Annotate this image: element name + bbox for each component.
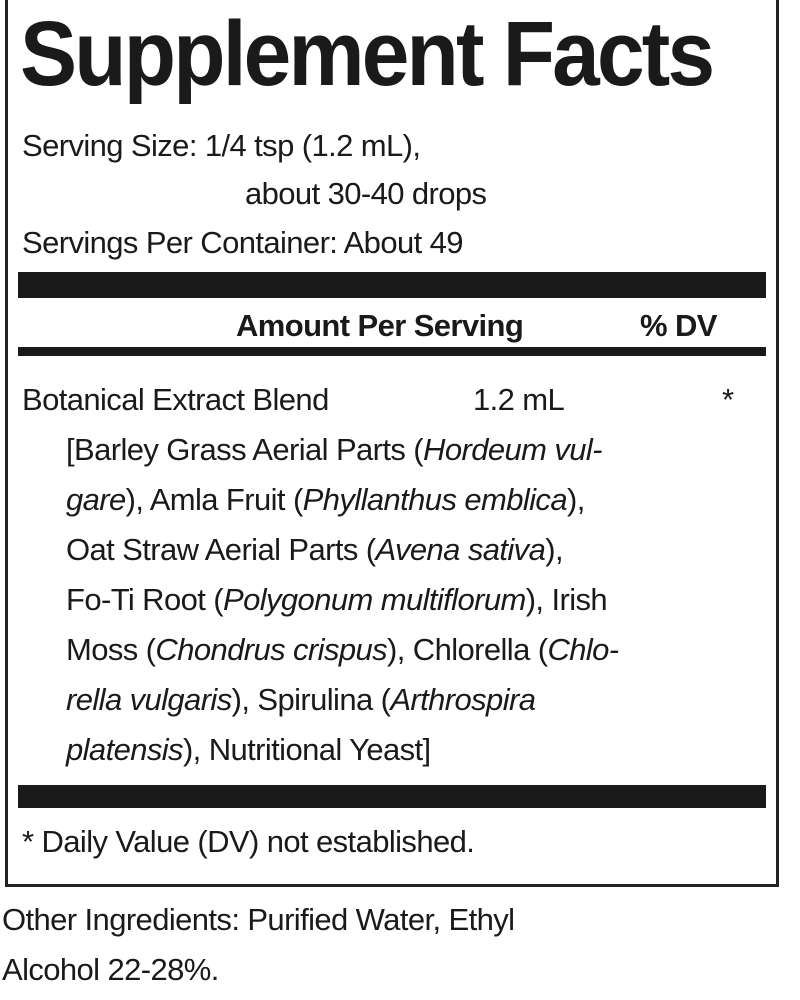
serving-size: Serving Size: 1/4 tsp (1.2 mL), <box>22 128 421 163</box>
item-dv: * <box>722 382 734 417</box>
ingredient-line: Fo-Ti Root (Polygonum multiflorum), Iris… <box>66 582 608 617</box>
ingredient-text: ), Chlorella ( <box>387 632 548 667</box>
ingredient-line: rella vulgaris), Spirulina (Arthrospira <box>66 682 536 717</box>
ingredient-text: ), <box>545 532 563 567</box>
latin-name: rella vulgaris <box>66 682 232 717</box>
other-ingredients: Other Ingredients: Purified Water, Ethyl <box>2 902 515 937</box>
ingredient-text: Oat Straw Aerial Parts ( <box>66 532 376 567</box>
latin-name: Chlo- <box>547 632 619 667</box>
latin-name: Chondrus crispus <box>155 632 388 667</box>
ingredient-line: Oat Straw Aerial Parts (Avena sativa), <box>66 532 564 567</box>
thick-divider <box>18 272 766 298</box>
ingredient-text: ), Irish <box>525 582 608 617</box>
latin-name: platensis <box>66 732 184 767</box>
dv-header: % DV <box>640 308 717 343</box>
ingredient-line: [Barley Grass Aerial Parts (Hordeum vul- <box>66 432 603 467</box>
latin-name: gare <box>66 482 126 517</box>
ingredient-text: [Barley Grass Aerial Parts ( <box>66 432 424 467</box>
latin-name: Avena sativa <box>375 532 546 567</box>
ingredient-text: ), Nutritional Yeast] <box>182 732 431 767</box>
supplement-facts-panel <box>5 0 779 887</box>
latin-name: Arthrospira <box>390 682 536 717</box>
ingredient-line: Moss (Chondrus crispus), Chlorella (Chlo… <box>66 634 619 665</box>
ingredient-text: ), Spirulina ( <box>231 682 391 717</box>
serving-size-drops: about 30-40 drops <box>245 176 487 211</box>
medium-divider <box>18 347 766 356</box>
item-name: Botanical Extract Blend <box>22 382 329 417</box>
thick-divider-bottom <box>18 785 766 808</box>
ingredient-line: platensis), Nutritional Yeast] <box>66 734 431 765</box>
other-ingredients-cont: Alcohol 22-28%. <box>2 952 219 987</box>
ingredient-line: gare), Amla Fruit (Phyllanthus emblica), <box>66 484 585 515</box>
ingredient-text: Moss ( <box>66 632 156 667</box>
latin-name: Polygonum multiflorum <box>223 582 526 617</box>
servings-per-container: Servings Per Container: About 49 <box>22 225 464 260</box>
footnote: * Daily Value (DV) not established. <box>22 824 475 859</box>
ingredient-text: ), <box>566 482 585 517</box>
ingredient-text: Fo-Ti Root ( <box>66 582 224 617</box>
latin-name: Hordeum vul- <box>423 432 602 467</box>
item-amount: 1.2 mL <box>473 382 565 417</box>
panel-title: Supplement Facts <box>20 3 715 105</box>
ingredient-text: ), Amla Fruit ( <box>125 482 304 517</box>
latin-name: Phyllanthus emblica <box>302 482 568 517</box>
amount-per-serving-header: Amount Per Serving <box>236 308 524 343</box>
